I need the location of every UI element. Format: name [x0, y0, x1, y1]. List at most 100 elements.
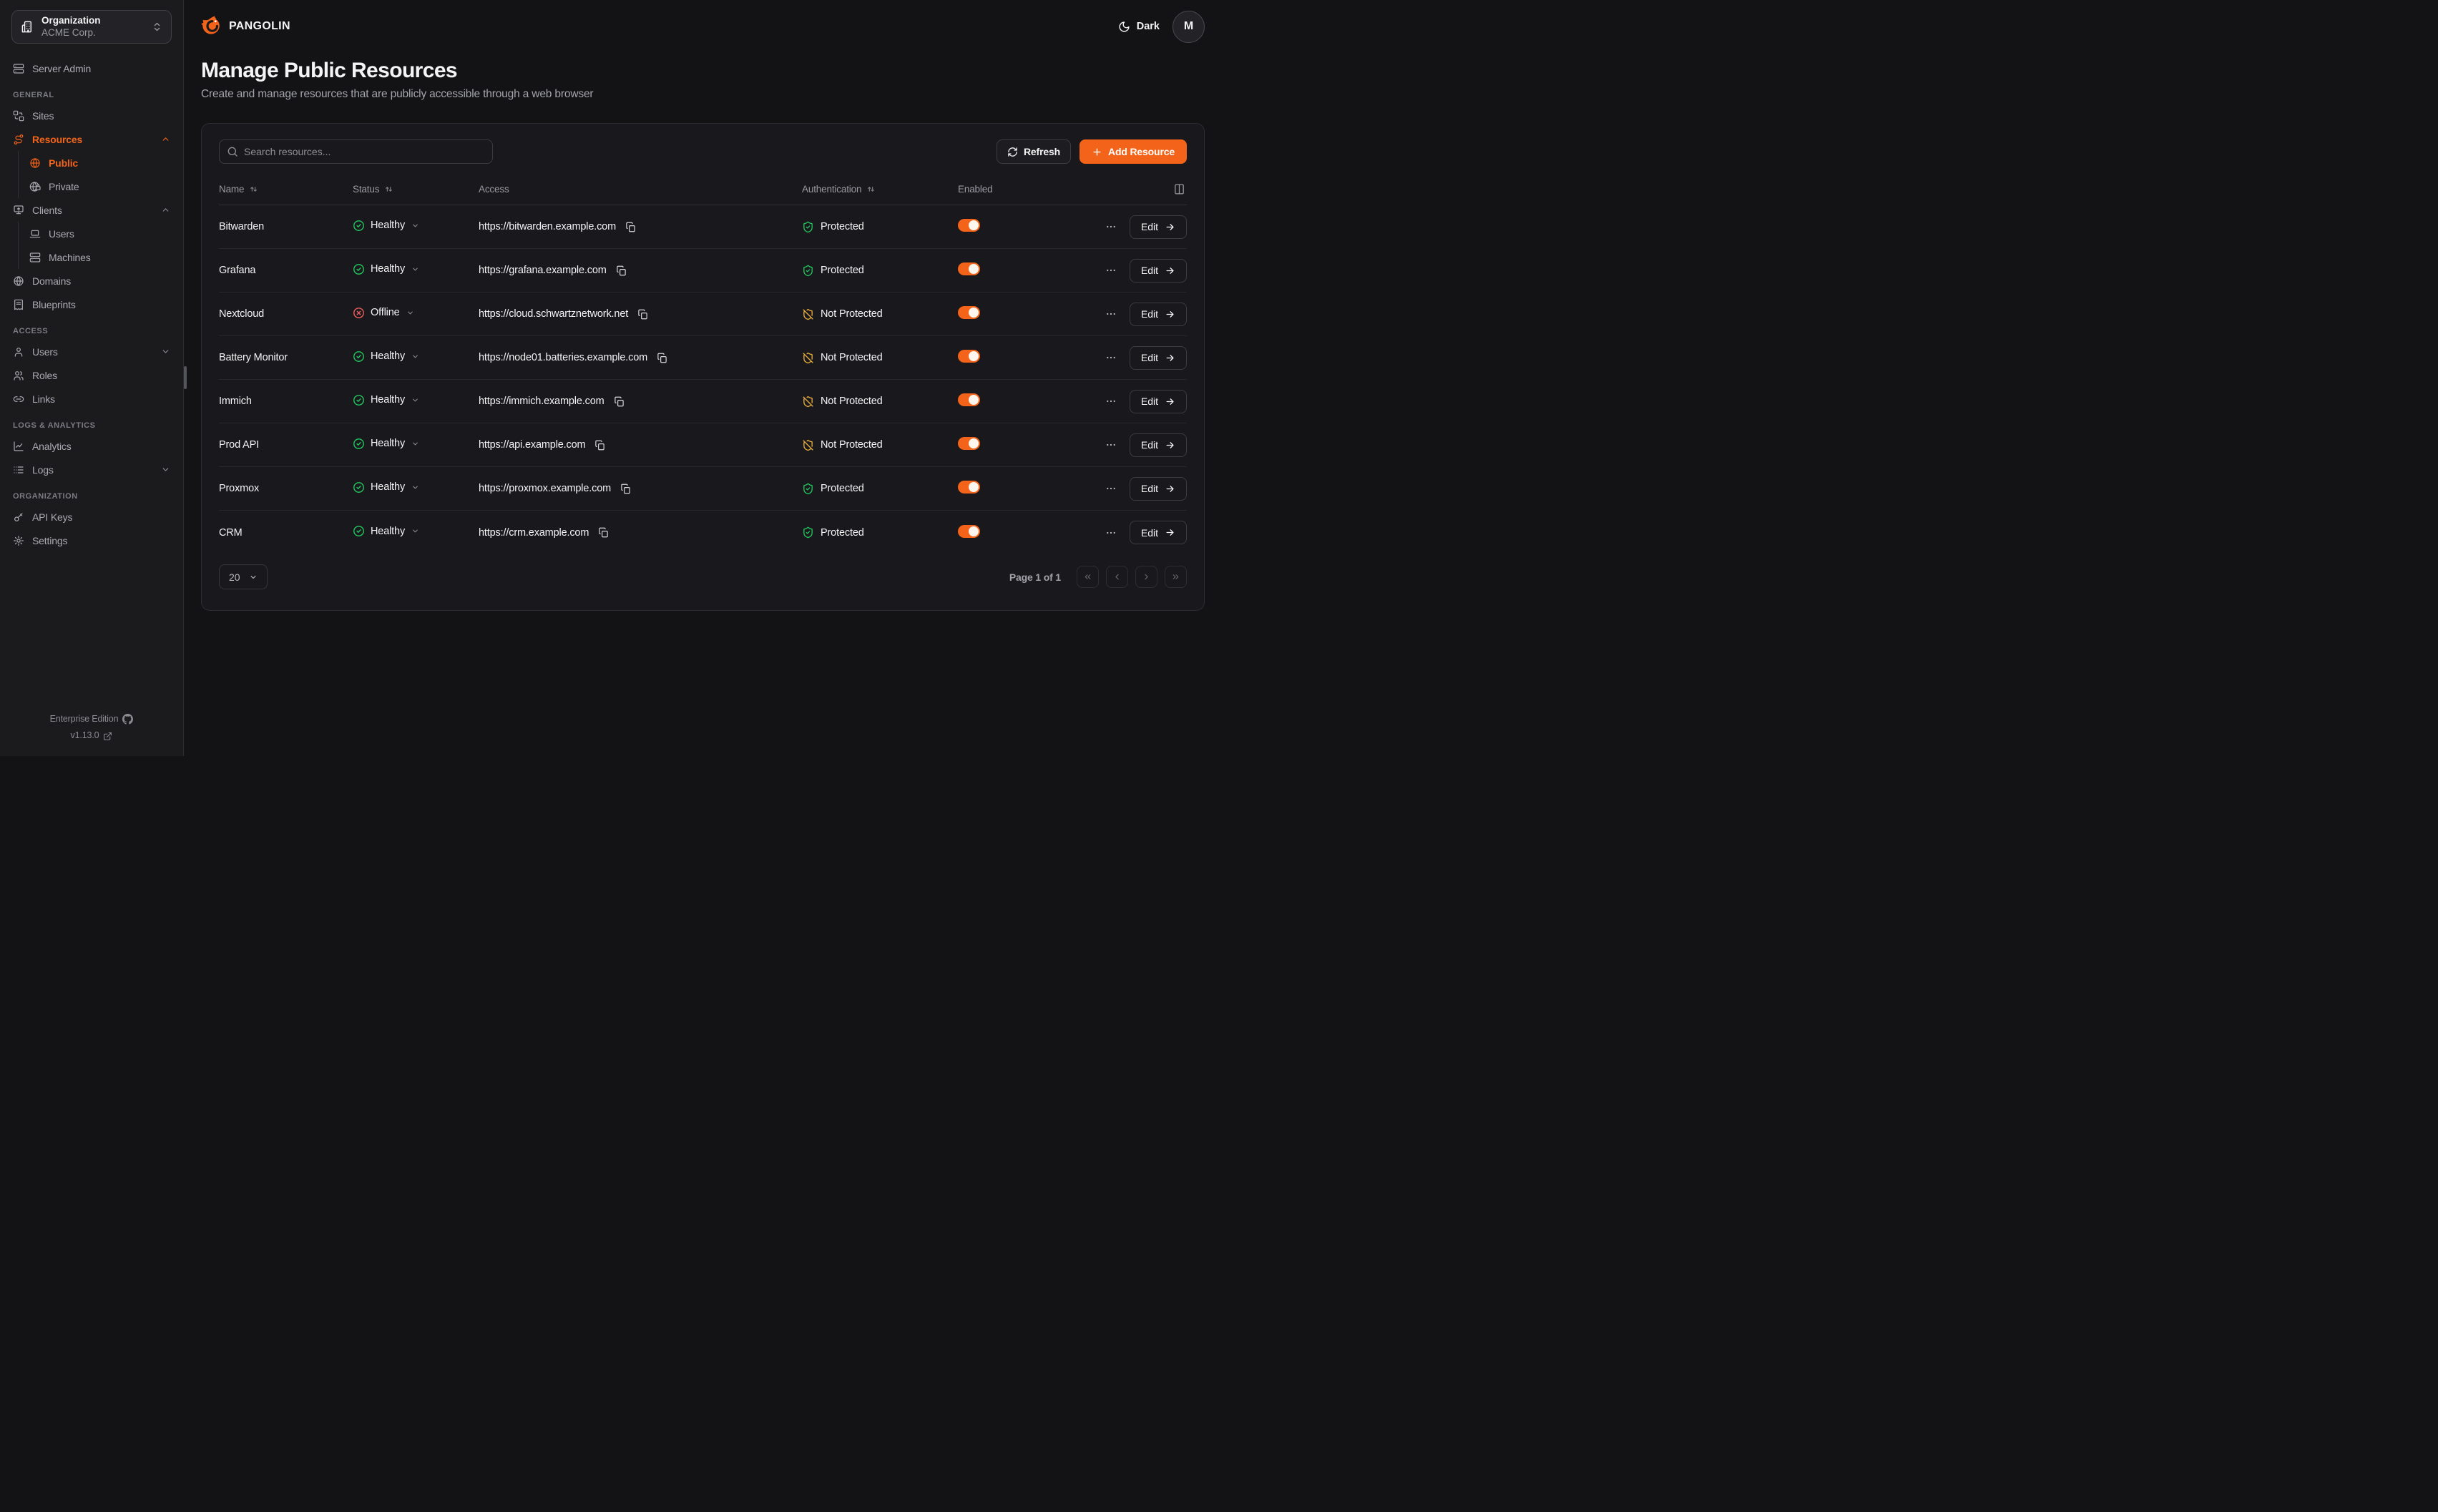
columns-toggle-button[interactable] [1172, 182, 1187, 197]
last-page-button[interactable] [1165, 566, 1187, 588]
sidebar-item-clients[interactable]: Clients [11, 198, 172, 222]
enabled-toggle[interactable] [958, 524, 980, 538]
refresh-button[interactable]: Refresh [996, 139, 1071, 164]
status-dropdown[interactable]: Offline [353, 307, 414, 319]
sidebar-item-analytics[interactable]: Analytics [11, 434, 172, 458]
edit-button[interactable]: Edit [1129, 521, 1187, 544]
resource-url: https://bitwarden.example.com [479, 221, 617, 232]
sidebar-item-domains[interactable]: Domains [11, 269, 172, 293]
enabled-toggle[interactable] [958, 306, 980, 319]
enabled-toggle[interactable] [958, 437, 980, 450]
status-dropdown[interactable]: Healthy [353, 220, 419, 232]
chevron-down-icon [411, 265, 419, 273]
copy-url-button[interactable] [636, 308, 650, 321]
org-switcher-label: Organization [41, 14, 101, 26]
table-row: Nextcloud Offline https://cloud.schwartz… [219, 293, 1187, 336]
row-menu-button[interactable] [1102, 218, 1120, 235]
row-menu-button[interactable] [1102, 480, 1120, 497]
edit-button[interactable]: Edit [1129, 345, 1187, 370]
add-resource-button[interactable]: Add Resource [1080, 139, 1187, 164]
edit-button[interactable]: Edit [1129, 258, 1187, 283]
sidebar-item-private[interactable]: Private [28, 175, 172, 198]
row-menu-button[interactable] [1102, 436, 1120, 453]
sidebar-item-roles[interactable]: Roles [11, 363, 172, 387]
sidebar-scrollbar[interactable] [184, 366, 187, 389]
row-menu-button[interactable] [1102, 393, 1120, 410]
moon-icon [1118, 21, 1130, 33]
row-menu-button[interactable] [1102, 262, 1120, 279]
sidebar-item-blueprints[interactable]: Blueprints [11, 293, 172, 316]
enabled-toggle[interactable] [958, 350, 980, 363]
edit-label: Edit [1140, 308, 1158, 320]
chevron-down-icon [411, 440, 419, 448]
enabled-toggle[interactable] [958, 262, 980, 275]
org-switcher[interactable]: Organization ACME Corp. [11, 10, 172, 44]
edit-button[interactable]: Edit [1129, 433, 1187, 457]
edit-button[interactable]: Edit [1129, 389, 1187, 413]
resource-url: https://proxmox.example.com [479, 483, 612, 494]
avatar[interactable]: M [1173, 10, 1205, 43]
enabled-toggle[interactable] [958, 219, 980, 232]
sidebar-item-client-users[interactable]: Users [28, 222, 172, 245]
status-healthy-icon [353, 220, 365, 232]
sort-icon[interactable] [384, 185, 393, 194]
sidebar-footer: Enterprise Edition v1.13.0 [11, 711, 172, 745]
sidebar-item-label: Private [49, 180, 79, 192]
sidebar-item-api-keys[interactable]: API Keys [11, 505, 172, 529]
status-dropdown[interactable]: Healthy [353, 525, 419, 537]
sidebar-item-public[interactable]: Public [28, 151, 172, 175]
copy-url-button[interactable] [615, 264, 628, 278]
edit-button[interactable]: Edit [1129, 476, 1187, 501]
copy-url-button[interactable] [597, 526, 610, 539]
resources-card: Refresh Add Resource Name Status Access … [201, 123, 1205, 611]
sort-icon[interactable] [249, 185, 258, 194]
next-page-button[interactable] [1135, 566, 1157, 588]
copy-url-button[interactable] [619, 482, 632, 496]
sidebar-item-sites[interactable]: Sites [11, 104, 172, 127]
copy-url-button[interactable] [624, 220, 637, 234]
edit-button[interactable]: Edit [1129, 215, 1187, 239]
row-menu-button[interactable] [1102, 349, 1120, 366]
resource-name: Bitwarden [219, 221, 265, 232]
sidebar-item-label: Roles [32, 369, 57, 381]
first-page-button[interactable] [1077, 566, 1099, 588]
sidebar-item-label: Clients [32, 204, 62, 216]
copy-url-button[interactable] [655, 351, 669, 365]
sidebar-item-resources[interactable]: Resources [11, 127, 172, 151]
column-name: Name [219, 183, 245, 195]
theme-toggle-button[interactable]: Dark [1118, 21, 1160, 33]
table-row: Battery Monitor Healthy https://node01.b… [219, 336, 1187, 380]
status-dropdown[interactable]: Healthy [353, 481, 419, 494]
resource-url: https://node01.batteries.example.com [479, 352, 648, 363]
search-input[interactable] [219, 139, 493, 164]
refresh-label: Refresh [1023, 146, 1060, 157]
enabled-toggle[interactable] [958, 481, 980, 494]
resource-url: https://crm.example.com [479, 526, 589, 539]
brand-logo[interactable]: PANGOLIN [201, 16, 290, 37]
sidebar-item-server-admin[interactable]: Server Admin [11, 57, 172, 80]
copy-url-button[interactable] [593, 438, 607, 452]
enabled-toggle[interactable] [958, 393, 980, 406]
sidebar-item-users[interactable]: Users [11, 340, 172, 363]
github-link[interactable] [122, 713, 134, 725]
row-menu-button[interactable] [1102, 524, 1120, 541]
chevron-up-icon [161, 205, 170, 215]
status-dropdown[interactable]: Healthy [353, 438, 419, 450]
sidebar-item-settings[interactable]: Settings [11, 529, 172, 552]
edit-button[interactable]: Edit [1129, 302, 1187, 326]
sort-icon[interactable] [866, 185, 876, 194]
row-menu-button[interactable] [1102, 305, 1120, 323]
status-label: Healthy [371, 263, 406, 275]
version-link[interactable]: v1.13.0 [71, 727, 113, 745]
copy-url-button[interactable] [612, 395, 626, 408]
status-healthy-icon [353, 394, 365, 406]
page-size-select[interactable]: 20 [219, 564, 268, 589]
status-dropdown[interactable]: Healthy [353, 263, 419, 275]
table-row: Prod API Healthy https://api.example.com… [219, 423, 1187, 467]
status-dropdown[interactable]: Healthy [353, 350, 419, 363]
status-dropdown[interactable]: Healthy [353, 394, 419, 406]
sidebar-item-logs[interactable]: Logs [11, 458, 172, 481]
sidebar-item-links[interactable]: Links [11, 387, 172, 411]
sidebar-item-machines[interactable]: Machines [28, 245, 172, 269]
prev-page-button[interactable] [1106, 566, 1128, 588]
